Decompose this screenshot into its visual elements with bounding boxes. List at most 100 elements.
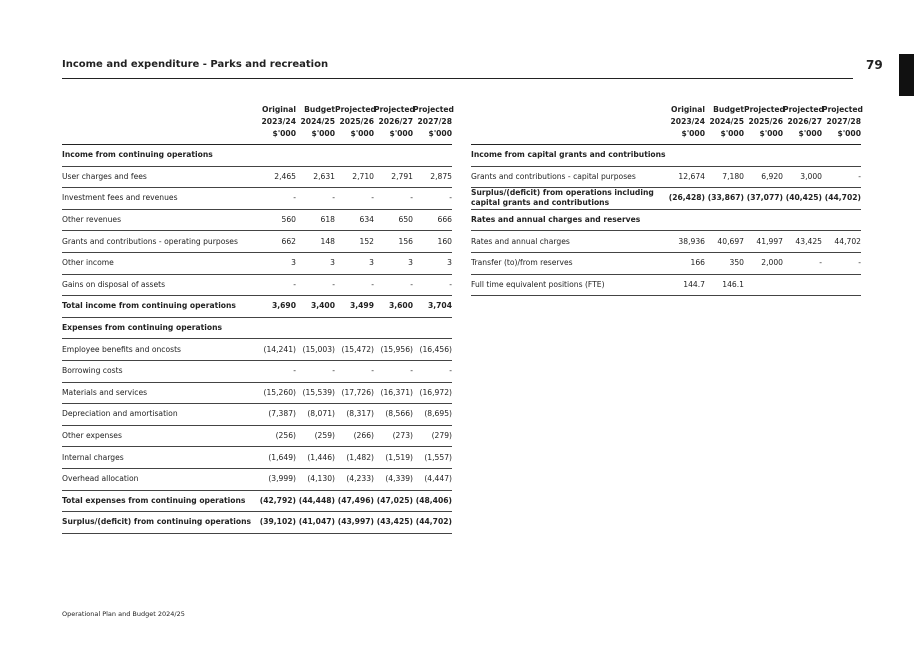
value-cell: 146.1: [705, 274, 744, 297]
value-cell: (4,233): [335, 468, 374, 491]
value-cell: [822, 274, 861, 297]
value-cell: (1,519): [374, 446, 413, 469]
header-line: $'000: [311, 129, 335, 138]
table-row: Investment fees and revenues - - - - -: [62, 187, 452, 210]
value-cell: -: [783, 252, 822, 275]
row-label: Internal charges: [62, 446, 257, 469]
value-cell: -: [296, 360, 335, 383]
value-cell: 152: [335, 230, 374, 253]
value-cell: (273): [374, 425, 413, 448]
header-row: Original 2023/24 $'000 Budget 2024/25 $'000 Pr…: [62, 104, 454, 145]
value-cell: 166: [666, 252, 705, 275]
title-rule: [62, 78, 853, 79]
table-row: Expenses from continuing operations: [62, 317, 452, 340]
value-cell: (15,260): [257, 382, 296, 405]
value-cell: (1,649): [257, 446, 296, 469]
value-cell: (16,456): [413, 338, 452, 361]
value-cell: [296, 144, 335, 167]
value-cell: 666: [413, 209, 452, 232]
row-label: Grants and contributions - operating pur…: [62, 230, 257, 253]
value-cell: (4,130): [296, 468, 335, 491]
value-cell: [783, 144, 822, 167]
value-cell: (48,406): [413, 490, 452, 513]
header-line: 2025/26: [339, 117, 374, 126]
table-row: Income from capital grants and contribut…: [471, 144, 861, 167]
table-row: Total income from continuing operations 3…: [62, 295, 452, 318]
header-line: Projected: [413, 105, 454, 114]
value-cell: (16,371): [374, 382, 413, 405]
row-label: User charges and fees: [62, 166, 257, 189]
value-cell: -: [257, 360, 296, 383]
value-cell: 43,425: [783, 230, 822, 253]
value-cell: (256): [257, 425, 296, 448]
header-line: 2024/25: [709, 117, 744, 126]
table-row: User charges and fees 2,465 2,631 2,710 2,79…: [62, 166, 452, 189]
header-cell: Projected 2025/26 $'000: [335, 104, 376, 145]
value-cell: (47,025): [374, 490, 413, 513]
header-line: Projected: [374, 105, 415, 114]
value-cell: (279): [413, 425, 452, 448]
header-line: $'000: [428, 129, 452, 138]
value-cell: (7,387): [257, 403, 296, 426]
value-cell: (3,999): [257, 468, 296, 491]
value-cell: [413, 144, 452, 167]
value-cell: (259): [296, 425, 335, 448]
header-cell: Projected 2027/28 $'000: [822, 104, 863, 145]
row-label: Rates and annual charges: [471, 230, 666, 253]
row-label: Other expenses: [62, 425, 257, 448]
value-cell: (1,557): [413, 446, 452, 469]
value-cell: (41,047): [296, 511, 335, 534]
value-cell: (44,702): [822, 187, 861, 210]
value-cell: -: [413, 274, 452, 297]
value-cell: (15,956): [374, 338, 413, 361]
value-cell: [257, 144, 296, 167]
row-label: Total expenses from continuing operation…: [62, 490, 257, 513]
header-line: $'000: [759, 129, 783, 138]
header-cell: Original 2023/24 $'000: [666, 104, 705, 145]
table-row: Income from continuing operations: [62, 144, 452, 167]
row-label: Transfer (to)/from reserves: [471, 252, 666, 275]
value-cell: -: [257, 187, 296, 210]
value-cell: [666, 144, 705, 167]
value-cell: (1,446): [296, 446, 335, 469]
value-cell: 156: [374, 230, 413, 253]
header-line: 2025/26: [748, 117, 783, 126]
row-label: Depreciation and amortisation: [62, 403, 257, 426]
value-cell: -: [335, 274, 374, 297]
header-line: 2026/27: [378, 117, 413, 126]
row-label: Borrowing costs: [62, 360, 257, 383]
header-cell: Original 2023/24 $'000: [257, 104, 296, 145]
table-row: Depreciation and amortisation (7,387) (8,0…: [62, 403, 452, 426]
value-cell: (4,447): [413, 468, 452, 491]
value-cell: [744, 209, 783, 232]
row-label: Surplus/(deficit) from continuing operat…: [62, 511, 257, 534]
value-cell: [335, 317, 374, 340]
value-cell: 40,697: [705, 230, 744, 253]
table-row: Grants and contributions - operating pur…: [62, 230, 452, 253]
header-line: Projected: [335, 105, 376, 114]
value-cell: [374, 144, 413, 167]
table-row: Total expenses from continuing operation…: [62, 490, 452, 513]
value-cell: (15,003): [296, 338, 335, 361]
header-cell: Projected 2027/28 $'000: [413, 104, 454, 145]
header-cell: [62, 104, 257, 145]
row-label: Full time equivalent positions (FTE): [471, 274, 666, 297]
row-label: Surplus/(deficit) from operations includ…: [471, 187, 666, 210]
value-cell: [257, 317, 296, 340]
value-cell: 3,499: [335, 295, 374, 318]
header-cell: Projected 2026/27 $'000: [783, 104, 824, 145]
value-cell: 3,690: [257, 295, 296, 318]
value-cell: (266): [335, 425, 374, 448]
value-cell: (1,482): [335, 446, 374, 469]
value-cell: 144.7: [666, 274, 705, 297]
value-cell: -: [413, 187, 452, 210]
page-title: Income and expenditure - Parks and recre…: [62, 59, 329, 70]
value-cell: (44,702): [413, 511, 452, 534]
header-cell: Projected 2025/26 $'000: [744, 104, 785, 145]
value-cell: 634: [335, 209, 374, 232]
value-cell: (44,448): [296, 490, 335, 513]
table-row: Gains on disposal of assets - - - - -: [62, 274, 452, 297]
value-cell: 3,400: [296, 295, 335, 318]
value-cell: (37,077): [744, 187, 783, 210]
header-row: Original 2023/24 $'000 Budget 2024/25 $'000 Pr…: [471, 104, 863, 145]
